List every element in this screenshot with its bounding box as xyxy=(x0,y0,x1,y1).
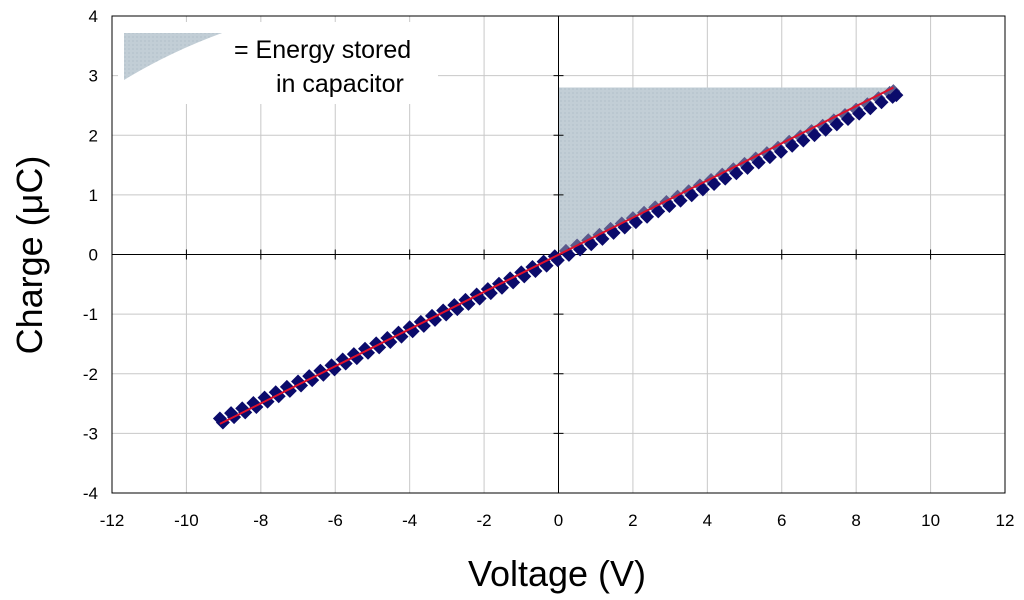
data-point xyxy=(394,329,409,344)
data-point xyxy=(662,199,677,214)
data-point xyxy=(852,106,867,121)
y-axis-label: Charge (μC) xyxy=(9,156,50,355)
x-axis-label: Voltage (V) xyxy=(468,553,646,594)
x-tick-label: 12 xyxy=(996,511,1015,530)
data-point xyxy=(416,318,431,333)
legend: = Energy stored in capacitor xyxy=(118,22,438,104)
x-tick-label: -12 xyxy=(100,511,125,530)
data-point xyxy=(684,188,699,203)
x-tick-label: 8 xyxy=(851,511,860,530)
y-tick-labels: -4 -3 -2 -1 0 1 2 3 4 xyxy=(83,7,98,503)
data-point xyxy=(774,144,789,159)
x-tick-labels: -12 -10 -8 -6 -4 -2 0 2 4 6 8 10 12 xyxy=(100,511,1015,530)
fit-line xyxy=(219,86,894,425)
legend-text-line1: = Energy stored xyxy=(234,36,411,64)
x-tick-label: 0 xyxy=(554,511,563,530)
data-point xyxy=(461,296,476,311)
data-point xyxy=(785,138,800,153)
data-point xyxy=(427,312,442,327)
y-tick-label: -2 xyxy=(83,365,98,384)
data-point xyxy=(439,307,454,322)
data-point xyxy=(707,176,722,191)
data-point xyxy=(651,204,666,219)
y-tick-label: 0 xyxy=(89,246,98,265)
x-tick-label: -6 xyxy=(328,511,343,530)
data-point xyxy=(695,182,710,197)
y-tick-label: -1 xyxy=(83,305,98,324)
x-tick-label: -8 xyxy=(253,511,268,530)
fit-line-group xyxy=(219,86,894,425)
x-tick-label: -2 xyxy=(477,511,492,530)
data-point xyxy=(818,122,833,137)
data-point xyxy=(796,133,811,148)
data-point xyxy=(405,324,420,339)
legend-swatch xyxy=(124,33,222,80)
x-tick-label: 2 xyxy=(628,511,637,530)
x-tick-label: 6 xyxy=(777,511,786,530)
x-tick-label: 10 xyxy=(921,511,940,530)
y-tick-label: 4 xyxy=(89,7,98,26)
data-point xyxy=(450,302,465,317)
y-tick-label: 1 xyxy=(89,186,98,205)
data-point xyxy=(673,193,688,208)
y-tick-label: 3 xyxy=(89,67,98,86)
data-point xyxy=(383,334,398,349)
data-point xyxy=(751,155,766,170)
data-point xyxy=(729,166,744,181)
x-tick-label: -4 xyxy=(402,511,417,530)
data-point xyxy=(807,128,822,143)
data-point xyxy=(740,160,755,175)
y-tick-label: -4 xyxy=(83,484,98,503)
y-tick-label: -3 xyxy=(83,424,98,443)
data-point xyxy=(718,171,733,186)
data-point xyxy=(874,95,889,110)
x-tick-label: 4 xyxy=(703,511,712,530)
legend-text-line2: in capacitor xyxy=(276,70,404,98)
y-tick-label: 2 xyxy=(89,126,98,145)
data-point xyxy=(841,111,856,126)
data-point xyxy=(863,101,878,116)
data-point xyxy=(762,150,777,165)
data-point xyxy=(889,88,904,103)
data-point xyxy=(372,340,387,355)
x-tick-label: -10 xyxy=(174,511,199,530)
data-point xyxy=(829,117,844,132)
